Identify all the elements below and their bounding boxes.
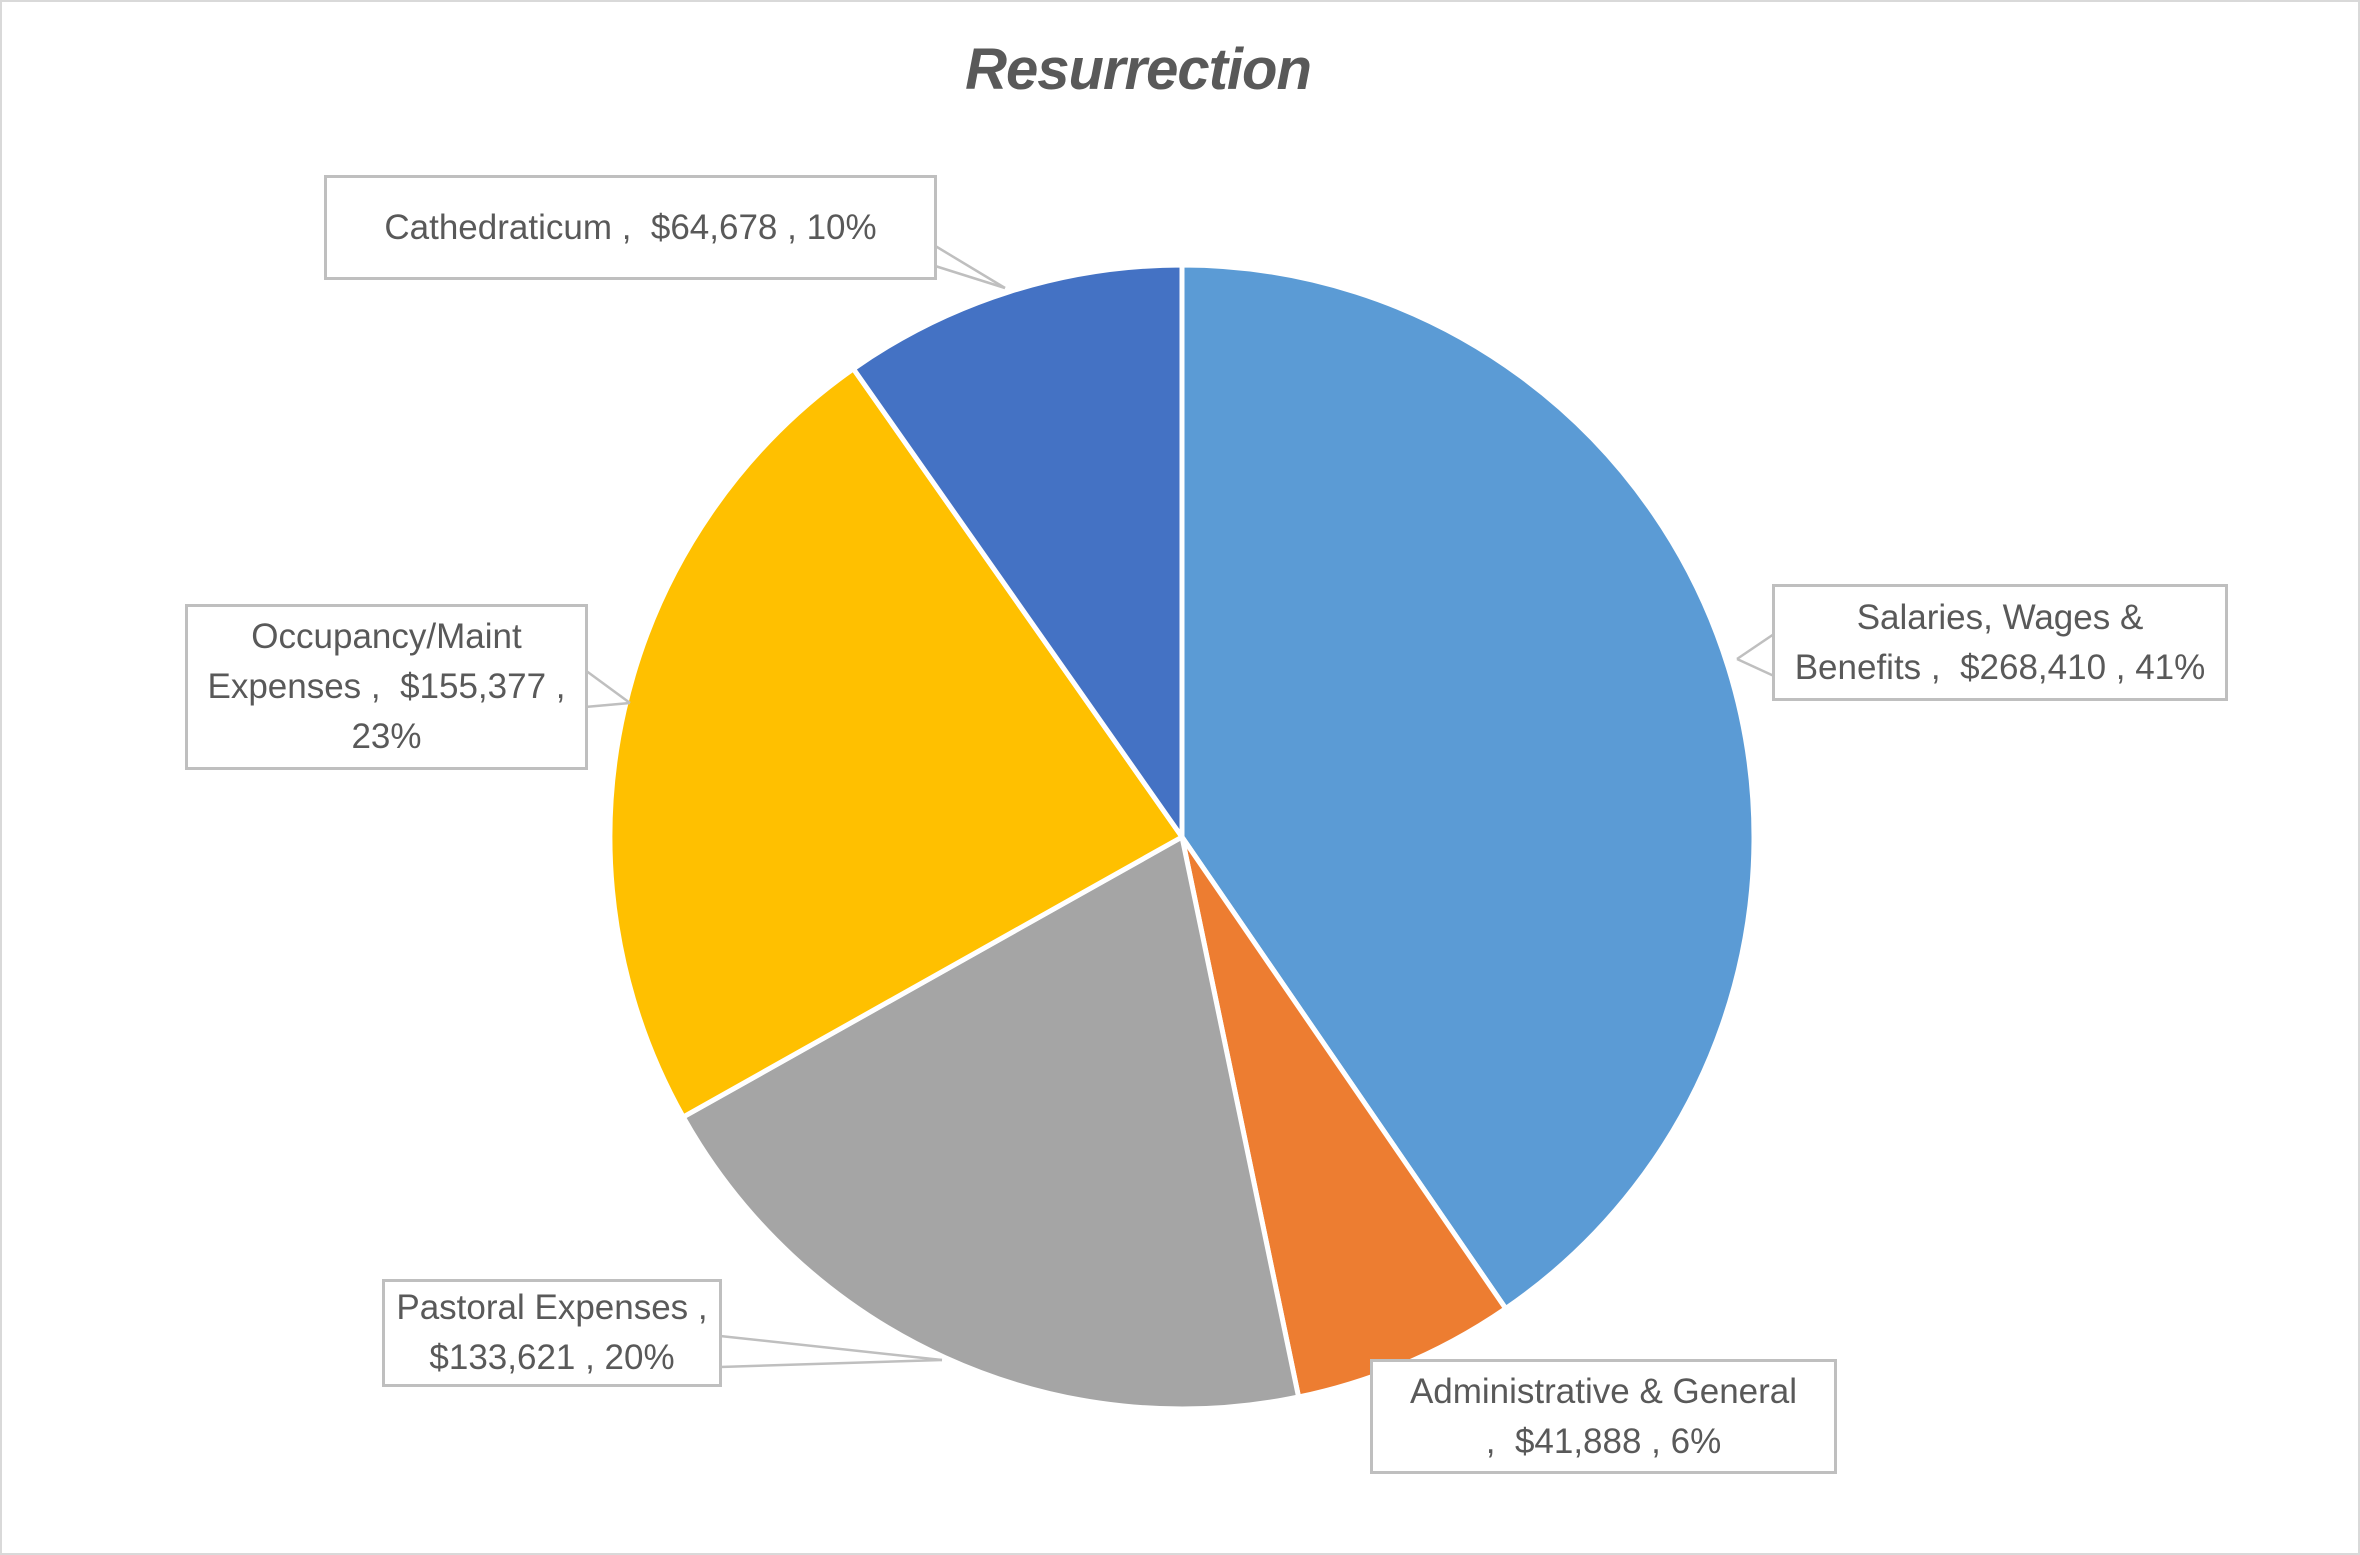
callout-administrative-general: Administrative & General , $41,888 , 6%: [1370, 1359, 1837, 1474]
leader-line-pastoral-expenses-1: [719, 1334, 943, 1362]
pie-slice-cathedraticum: [850, 262, 1185, 840]
callout-admin-text-line2: , $41,888 , 6%: [1485, 1421, 1722, 1461]
leader-line-salaries-wages-benefits-2: [1736, 657, 1775, 678]
chart-title: Resurrection: [965, 37, 1312, 102]
callout-salaries-text-line2: Benefits , $268,410 , 41%: [1794, 647, 2206, 687]
pie-slice-salaries-wages-benefits: [1179, 262, 1757, 1312]
leader-line-occupancy-maint-expenses-2: [584, 701, 631, 709]
callout-occupancy-text-line1: Occupancy/Maint: [251, 617, 522, 657]
callout-cathedraticum-text: Cathedraticum , $64,678 , 10%: [384, 207, 877, 247]
leader-line-cathedraticum-1: [931, 242, 1006, 290]
callout-occupancy-text-line2: Expenses , $155,377 ,: [207, 667, 566, 707]
leader-line-salaries-wages-benefits-1: [1736, 632, 1775, 661]
callout-salaries-text-line1: Salaries, Wages &: [1856, 597, 2144, 637]
leader-line-occupancy-maint-expenses-1: [584, 668, 631, 705]
callout-occupancy-maint-expenses: Occupancy/Maint Expenses , $155,377 , 23…: [185, 604, 588, 770]
callout-pastoral-expenses: Pastoral Expenses , $133,621 , 20%: [382, 1279, 722, 1387]
callout-pastoral-text-line2: $133,621 , 20%: [429, 1338, 675, 1377]
callout-pastoral-text-line1: Pastoral Expenses ,: [396, 1288, 708, 1328]
callout-cathedraticum: Cathedraticum , $64,678 , 10%: [324, 175, 937, 280]
pie-slice-occupancy-maint-expenses: [607, 366, 1185, 1120]
leader-line-cathedraticum-2: [931, 263, 1006, 290]
callout-salaries-wages-benefits: Salaries, Wages & Benefits , $268,410 , …: [1772, 584, 2228, 701]
callout-occupancy-text-line3: 23%: [351, 716, 422, 756]
pie-slice-pastoral-expenses: [680, 834, 1302, 1412]
callout-admin-text-line1: Administrative & General: [1409, 1371, 1798, 1411]
leader-line-pastoral-expenses-2: [719, 1358, 943, 1369]
